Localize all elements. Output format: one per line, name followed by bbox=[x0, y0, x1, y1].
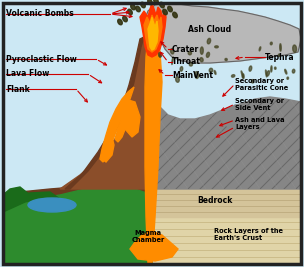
Ellipse shape bbox=[251, 80, 254, 83]
Ellipse shape bbox=[118, 19, 122, 25]
Ellipse shape bbox=[180, 67, 183, 71]
Ellipse shape bbox=[160, 2, 164, 8]
Text: Secondary or
Parasitic Cone: Secondary or Parasitic Cone bbox=[235, 77, 288, 91]
Ellipse shape bbox=[209, 68, 213, 72]
Polygon shape bbox=[3, 177, 152, 264]
Text: Ash and Lava
Layers: Ash and Lava Layers bbox=[235, 117, 285, 131]
Polygon shape bbox=[144, 15, 162, 52]
Ellipse shape bbox=[278, 54, 280, 56]
Ellipse shape bbox=[148, 0, 152, 5]
Text: Rock Layers of the
Earth's Crust: Rock Layers of the Earth's Crust bbox=[214, 227, 283, 241]
Ellipse shape bbox=[156, 39, 160, 42]
Ellipse shape bbox=[249, 66, 252, 71]
Ellipse shape bbox=[271, 66, 272, 72]
Ellipse shape bbox=[173, 12, 177, 18]
Polygon shape bbox=[60, 27, 152, 189]
Ellipse shape bbox=[285, 69, 287, 74]
Polygon shape bbox=[145, 29, 162, 264]
Polygon shape bbox=[65, 37, 144, 189]
Ellipse shape bbox=[259, 47, 261, 51]
Polygon shape bbox=[145, 3, 301, 63]
Ellipse shape bbox=[242, 74, 244, 78]
Ellipse shape bbox=[131, 4, 135, 10]
Text: Secondary or
Side Vent: Secondary or Side Vent bbox=[235, 97, 284, 111]
Ellipse shape bbox=[200, 47, 203, 54]
Ellipse shape bbox=[28, 198, 76, 212]
Ellipse shape bbox=[141, 2, 145, 8]
Polygon shape bbox=[115, 119, 126, 142]
Polygon shape bbox=[3, 192, 60, 212]
Ellipse shape bbox=[241, 71, 244, 78]
Ellipse shape bbox=[189, 63, 192, 66]
Ellipse shape bbox=[231, 75, 235, 77]
Bar bbox=[152, 189, 301, 217]
Ellipse shape bbox=[280, 44, 281, 51]
Text: Flank: Flank bbox=[6, 84, 30, 93]
Polygon shape bbox=[102, 137, 114, 162]
Polygon shape bbox=[3, 187, 152, 264]
Ellipse shape bbox=[154, 0, 158, 4]
Ellipse shape bbox=[275, 67, 276, 69]
Ellipse shape bbox=[168, 6, 172, 12]
Ellipse shape bbox=[206, 52, 209, 57]
Text: Lava Flow: Lava Flow bbox=[6, 69, 49, 78]
Polygon shape bbox=[140, 3, 166, 57]
Polygon shape bbox=[152, 82, 301, 189]
Text: Throat: Throat bbox=[172, 57, 201, 66]
Text: Pyroclastic Flow: Pyroclastic Flow bbox=[6, 54, 77, 64]
Ellipse shape bbox=[172, 57, 173, 64]
Ellipse shape bbox=[163, 9, 167, 15]
Ellipse shape bbox=[158, 52, 161, 57]
Text: MainVent: MainVent bbox=[172, 70, 213, 80]
Ellipse shape bbox=[225, 58, 227, 61]
Ellipse shape bbox=[171, 49, 174, 54]
Polygon shape bbox=[130, 231, 178, 261]
Text: Volcanic Bombs: Volcanic Bombs bbox=[6, 10, 74, 18]
Ellipse shape bbox=[207, 38, 211, 44]
Ellipse shape bbox=[267, 71, 270, 76]
Ellipse shape bbox=[159, 55, 161, 57]
Text: Crater: Crater bbox=[172, 45, 199, 53]
Ellipse shape bbox=[215, 46, 218, 48]
Polygon shape bbox=[148, 17, 158, 50]
Ellipse shape bbox=[128, 9, 132, 15]
Ellipse shape bbox=[123, 16, 127, 22]
Ellipse shape bbox=[265, 70, 267, 77]
Polygon shape bbox=[118, 99, 140, 137]
Polygon shape bbox=[3, 187, 30, 204]
Ellipse shape bbox=[293, 45, 296, 52]
Bar bbox=[152, 216, 301, 264]
Ellipse shape bbox=[136, 6, 140, 12]
Text: Ash Cloud: Ash Cloud bbox=[188, 25, 232, 34]
Polygon shape bbox=[100, 87, 134, 162]
Ellipse shape bbox=[195, 72, 199, 78]
Text: Magma
Chamber: Magma Chamber bbox=[131, 230, 165, 244]
Ellipse shape bbox=[200, 58, 203, 62]
Text: Tephra: Tephra bbox=[265, 53, 295, 61]
Polygon shape bbox=[220, 105, 255, 129]
Ellipse shape bbox=[270, 42, 272, 45]
Ellipse shape bbox=[292, 69, 295, 73]
Ellipse shape bbox=[214, 70, 216, 74]
Ellipse shape bbox=[287, 77, 288, 79]
Ellipse shape bbox=[188, 51, 192, 55]
Text: Bedrock: Bedrock bbox=[197, 196, 233, 205]
Ellipse shape bbox=[176, 77, 179, 82]
